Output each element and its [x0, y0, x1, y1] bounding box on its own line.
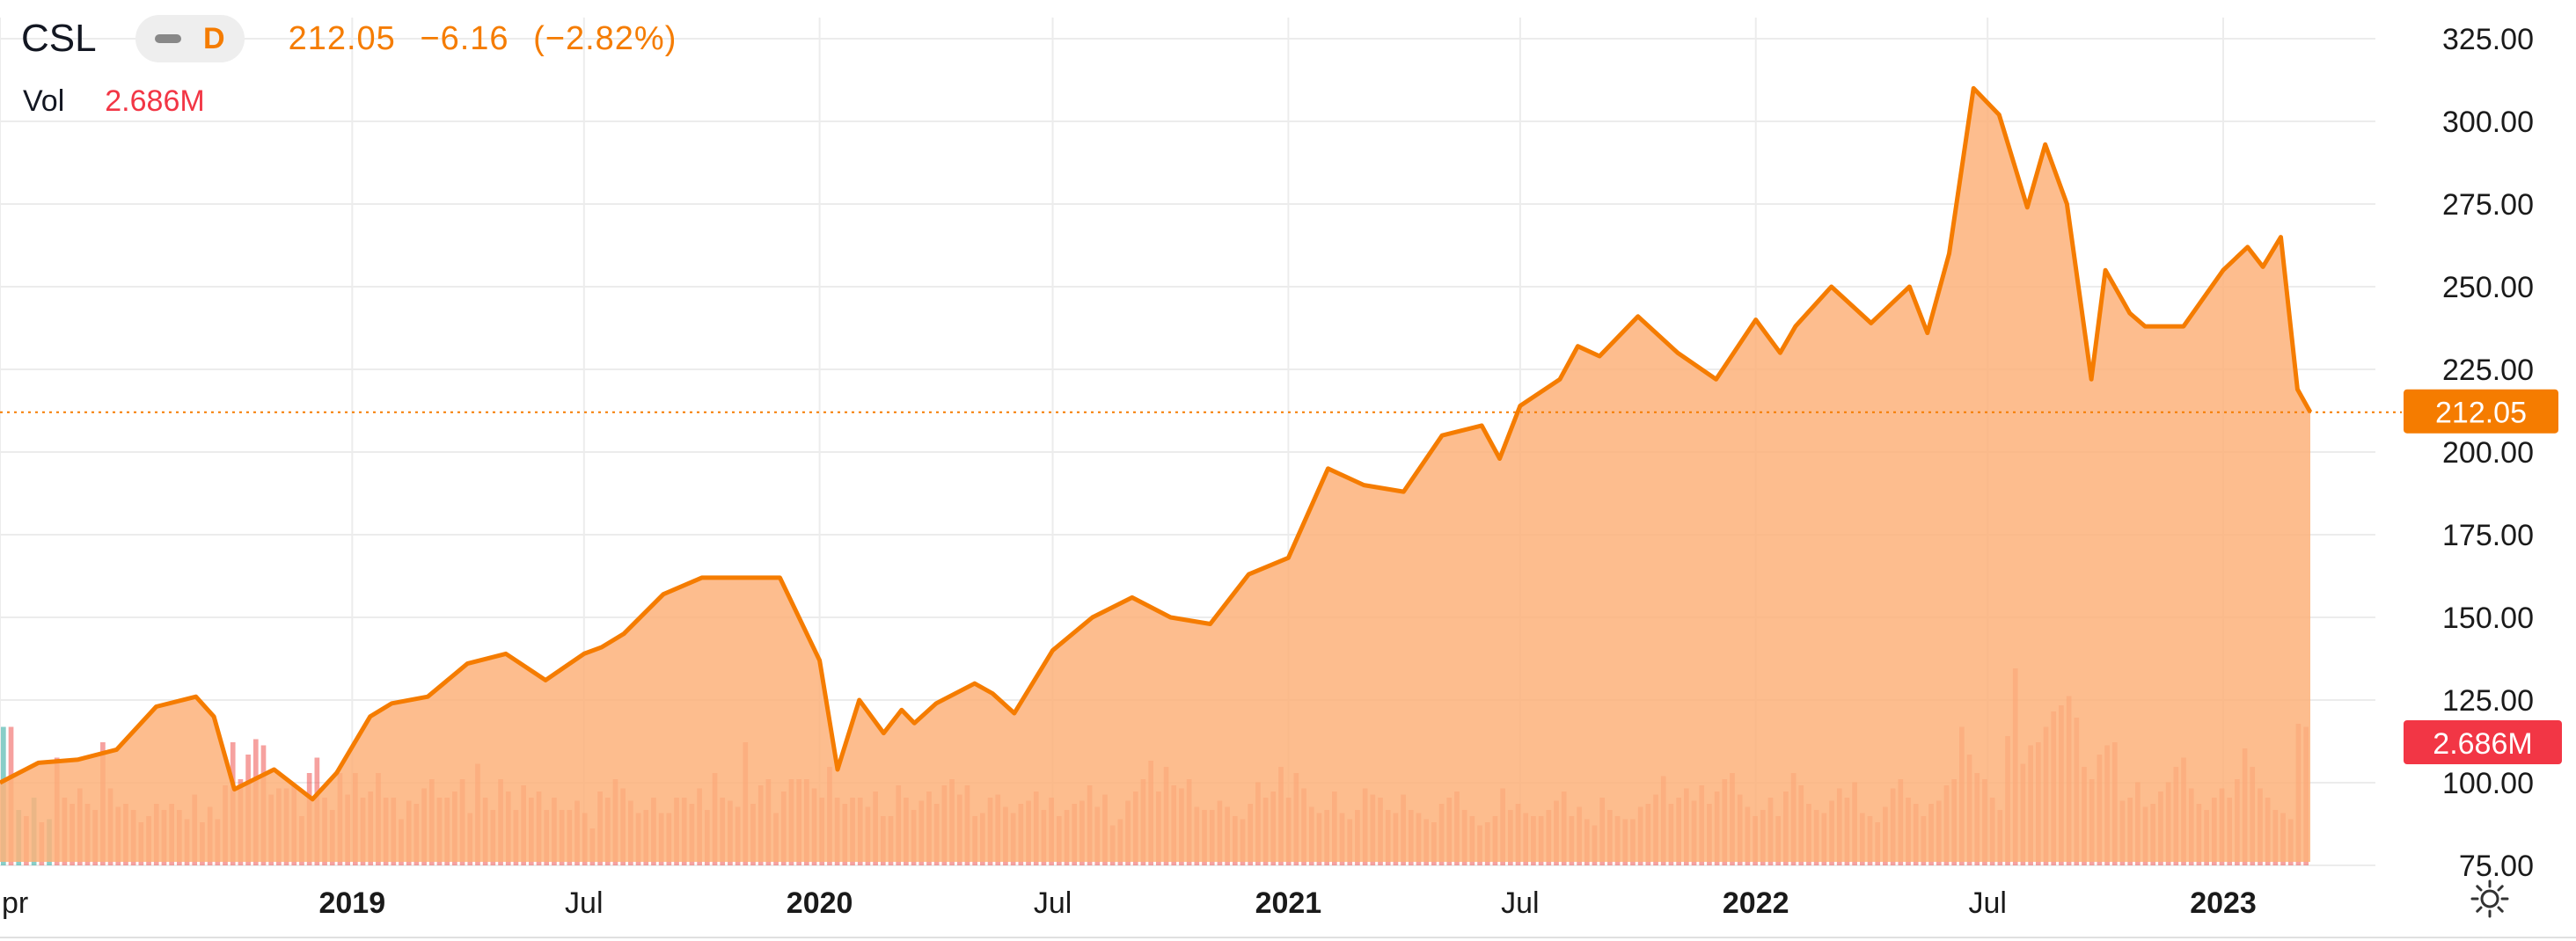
volume-badge-label: 2.686M — [2433, 727, 2532, 761]
price-area — [0, 88, 2310, 862]
quote: 212.05 −6.16 (−2.82%) — [289, 20, 692, 58]
y-tick-label: 225.00 — [2442, 354, 2534, 387]
x-tick-label: Jul — [565, 886, 603, 920]
price-badge-label: 212.05 — [2435, 397, 2527, 430]
y-tick-label: 150.00 — [2442, 602, 2534, 635]
price-change-percent: (−2.82%) — [533, 19, 677, 57]
y-tick-label: 250.00 — [2442, 271, 2534, 304]
y-tick-label: 100.00 — [2442, 767, 2534, 800]
y-tick-label: 75.00 — [2459, 850, 2534, 883]
x-tick-label: 2022 — [1723, 886, 1789, 920]
x-tick-label: Jul — [1968, 886, 2006, 920]
y-tick-label: 325.00 — [2442, 23, 2534, 56]
legend: CSL D 212.05 −6.16 (−2.82%) — [21, 12, 691, 65]
price-badge — [2404, 389, 2558, 434]
x-tick-label: 2023 — [2190, 886, 2257, 920]
y-tick-label: 200.00 — [2442, 436, 2534, 470]
volume-value: 2.686M — [105, 84, 205, 118]
price-change: −6.16 — [420, 19, 509, 57]
x-tick-label: Jul — [1501, 886, 1539, 920]
y-tick-label: 275.00 — [2442, 188, 2534, 222]
last-price: 212.05 — [288, 19, 396, 57]
x-tick-label: 2021 — [1255, 886, 1322, 920]
settings-sun-icon[interactable] — [2470, 879, 2509, 918]
volume-legend: Vol 2.686M — [23, 79, 205, 123]
y-tick-label: 125.00 — [2442, 684, 2534, 718]
y-tick-label: 175.00 — [2442, 519, 2534, 552]
price-line — [0, 85, 2313, 802]
x-tick-label: 2020 — [787, 886, 853, 920]
x-tick-label: pr — [2, 886, 28, 920]
resolution-label[interactable]: D — [203, 21, 225, 55]
x-tick-label: Jul — [1034, 886, 1072, 920]
x-tick-label: 2019 — [318, 886, 385, 920]
collapse-icon[interactable] — [154, 34, 181, 43]
y-tick-label: 300.00 — [2442, 106, 2534, 139]
symbol-name: CSL — [21, 17, 97, 60]
volume-label: Vol — [23, 84, 65, 118]
interval-toggle[interactable]: D — [135, 15, 245, 62]
volume-badge — [2404, 720, 2562, 764]
